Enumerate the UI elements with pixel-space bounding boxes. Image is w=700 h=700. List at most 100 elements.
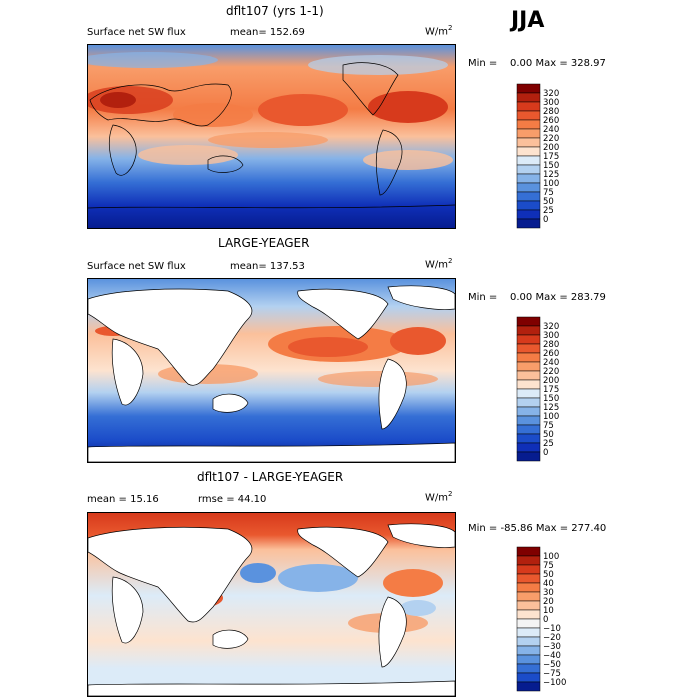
colorbar-swatch: [516, 618, 541, 629]
colorbar-swatch: [516, 424, 541, 435]
colorbar-tick-label: 320: [543, 322, 559, 332]
colorbar-tick-label: 240: [543, 358, 559, 368]
colorbar-swatch: [516, 101, 541, 112]
panel3-units: W/m2: [425, 490, 453, 504]
colorbar-swatch: [516, 555, 541, 566]
panel1-map: [87, 44, 456, 229]
colorbar-tick-label: 0: [543, 615, 548, 625]
colorbar-tick-label: 40: [543, 579, 554, 589]
colorbar-swatch: [516, 609, 541, 620]
colorbar-swatch: [516, 370, 541, 381]
colorbar-swatch: [516, 379, 541, 390]
panel1-units: W/m2: [425, 24, 453, 38]
colorbar-swatch: [516, 600, 541, 611]
colorbar-tick-label: −10: [543, 624, 561, 634]
colorbar-swatch: [516, 442, 541, 453]
panel2-map: [87, 278, 456, 463]
panel3-title: dflt107 - LARGE-YEAGER: [197, 470, 344, 484]
colorbar-swatch: [516, 406, 541, 417]
colorbar-swatch: [516, 334, 541, 345]
panel1-mean-label: mean= 152.69: [230, 27, 305, 38]
colorbar-swatch: [516, 415, 541, 426]
colorbar-swatch: [516, 397, 541, 408]
colorbar-swatch: [516, 191, 541, 202]
colorbar-tick-label: 150: [543, 161, 559, 171]
colorbar-tick-label: 280: [543, 107, 559, 117]
colorbar-tick-label: 0: [543, 215, 548, 225]
colorbar-tick-label: 50: [543, 197, 554, 207]
colorbar-swatch: [516, 361, 541, 372]
colorbar-swatch: [516, 388, 541, 399]
colorbar-tick-label: 175: [543, 385, 559, 395]
colorbar-swatch: [516, 209, 541, 220]
colorbar-swatch: [516, 92, 541, 103]
panel2-variable-label: Surface net SW flux: [87, 261, 186, 272]
panel2-land-mask: [88, 285, 455, 430]
colorbar-swatch: [516, 564, 541, 575]
colorbar-swatch: [516, 83, 541, 94]
colorbar-tick-label: 10: [543, 606, 554, 616]
colorbar-swatch: [516, 164, 541, 175]
colorbar-swatch: [516, 316, 541, 327]
colorbar-swatch: [516, 325, 541, 336]
colorbar-swatch: [516, 681, 541, 692]
colorbar-tick-label: 220: [543, 134, 559, 144]
colorbar-swatch: [516, 110, 541, 121]
panel3-min-max: Min = -85.86 Max = 277.40: [468, 523, 607, 534]
colorbar-tick-label: 30: [543, 588, 554, 598]
colorbar-tick-label: 75: [543, 421, 554, 431]
colorbar-swatch: [516, 645, 541, 656]
colorbar-tick-label: 260: [543, 116, 559, 126]
colorbar-tick-label: 240: [543, 125, 559, 135]
panel1-colorbar: 320 300 280 260 240 220 200 175 150 125 100 75 50 25 0: [516, 83, 577, 229]
panel2-title: LARGE-YEAGER: [218, 236, 310, 250]
colorbar-swatch: [516, 663, 541, 674]
colorbar-swatch: [516, 433, 541, 444]
colorbar-swatch: [516, 137, 541, 148]
colorbar-tick-label: 280: [543, 340, 559, 350]
colorbar-swatch: [516, 582, 541, 593]
colorbar-tick-label: 100: [543, 412, 559, 422]
colorbar-tick-label: 20: [543, 597, 554, 607]
panel3-land-mask: [88, 523, 455, 668]
colorbar-tick-label: 100: [543, 552, 559, 562]
colorbar-tick-label: 125: [543, 403, 559, 413]
colorbar-swatch: [516, 654, 541, 665]
colorbar-tick-label: 100: [543, 179, 559, 189]
colorbar-tick-label: 200: [543, 376, 559, 386]
colorbar-tick-label: 300: [543, 331, 559, 341]
colorbar-swatch: [516, 218, 541, 229]
panel1-min-max: Min = 0.00 Max = 328.97: [468, 58, 606, 69]
panel2-colorbar: 320 300 280 260 240 220 200 175 150 125 100 75 50 25 0: [516, 316, 577, 462]
colorbar-tick-label: −40: [543, 651, 561, 661]
panel3-mean-label: mean = 15.16: [87, 494, 159, 505]
panel1-title: dflt107 (yrs 1-1): [226, 4, 324, 18]
panel3-colorbar: 100 75 50 40 30 20 10 0 −10 −20 −30 −40 −50 −75 −100: [516, 546, 577, 692]
colorbar-swatch: [516, 627, 541, 638]
colorbar-swatch: [516, 155, 541, 166]
colorbar-tick-label: −100: [543, 678, 566, 688]
colorbar-tick-label: 0: [543, 448, 548, 458]
colorbar-tick-label: 75: [543, 561, 554, 571]
colorbar-swatch: [516, 146, 541, 157]
colorbar-swatch: [516, 573, 541, 584]
panel2-units: W/m2: [425, 257, 453, 271]
colorbar-tick-label: −20: [543, 633, 561, 643]
panel1-variable-label: Surface net SW flux: [87, 27, 186, 38]
colorbar-tick-label: 200: [543, 143, 559, 153]
colorbar-tick-label: 260: [543, 349, 559, 359]
panel2-mean-label: mean= 137.53: [230, 261, 305, 272]
panel2-min-max: Min = 0.00 Max = 283.79: [468, 292, 606, 303]
colorbar-swatch: [516, 200, 541, 211]
colorbar-tick-label: 50: [543, 430, 554, 440]
colorbar-tick-label: 50: [543, 570, 554, 580]
colorbar-swatch: [516, 343, 541, 354]
colorbar-swatch: [516, 451, 541, 462]
colorbar-tick-label: 220: [543, 367, 559, 377]
season-label: JJA: [511, 8, 545, 33]
panel3-rmse-label: rmse = 44.10: [198, 494, 267, 505]
colorbar-tick-label: −75: [543, 669, 561, 679]
colorbar-swatch: [516, 182, 541, 193]
colorbar-tick-label: 75: [543, 188, 554, 198]
colorbar-tick-label: 300: [543, 98, 559, 108]
